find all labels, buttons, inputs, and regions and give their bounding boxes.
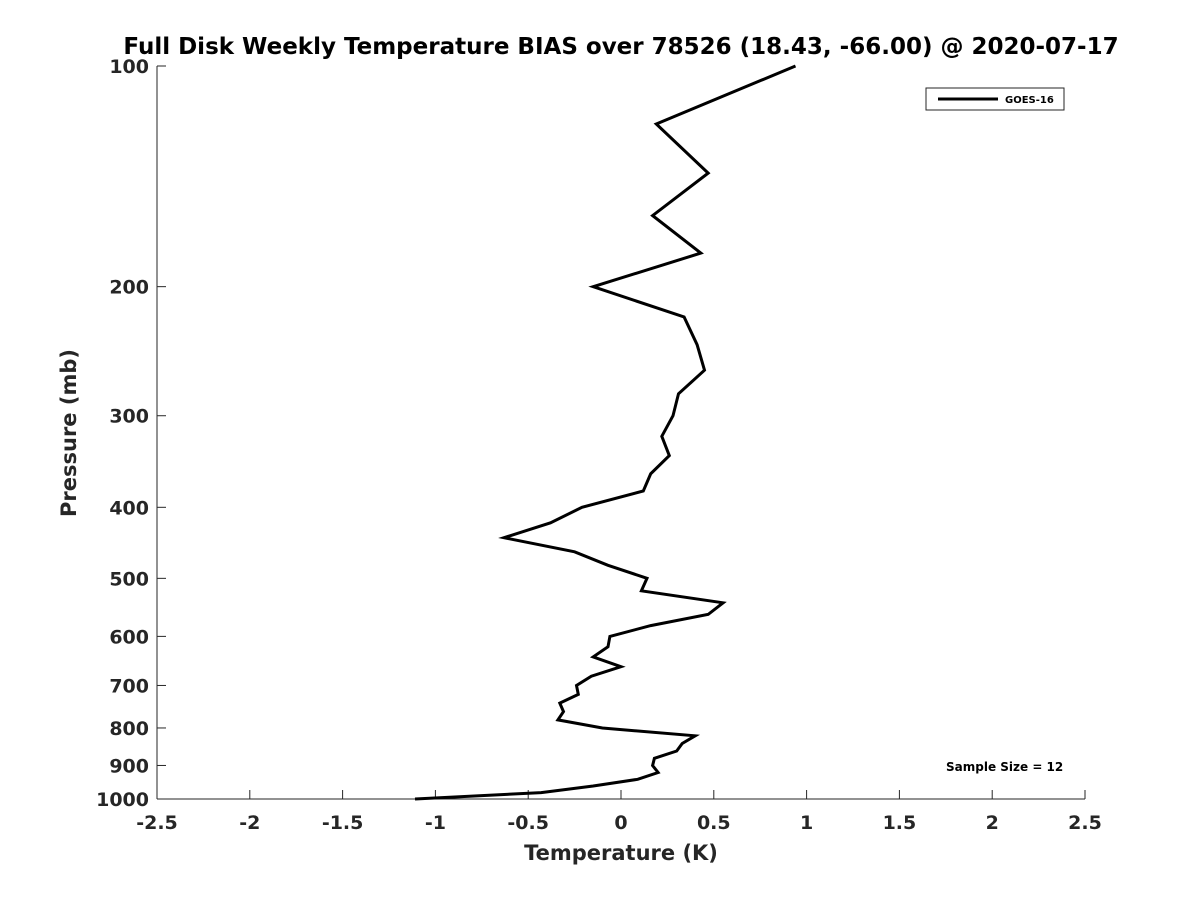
x-tick-label: -1.5 — [322, 812, 364, 834]
y-tick-label: 600 — [109, 626, 149, 648]
y-tick-label: 500 — [109, 568, 149, 590]
x-tick-label: 1.5 — [883, 812, 917, 834]
x-tick-label: 2 — [986, 812, 999, 834]
sample-size-annotation: Sample Size = 12 — [946, 760, 1063, 774]
x-axis-label: Temperature (K) — [524, 841, 718, 865]
x-ticks: -2.5 -2 -1.5 -1 -0.5 0 0.5 1 1.5 2 2.5 — [136, 790, 1102, 834]
legend: GOES-16 — [925, 87, 1065, 111]
y-tick-label: 200 — [109, 277, 149, 299]
y-tick-label: 800 — [109, 718, 149, 740]
legend-label-goes-16: GOES-16 — [1005, 95, 1054, 106]
y-tick-label: 1000 — [96, 789, 149, 811]
series-line-goes-16 — [414, 64, 797, 801]
x-tick-label: -0.5 — [507, 812, 549, 834]
y-tick-label: 300 — [109, 406, 149, 428]
series-layer — [414, 64, 797, 801]
y-axis-label: Pressure (mb) — [57, 349, 81, 517]
plot-area: -2.5 -2 -1.5 -1 -0.5 0 0.5 1 1.5 2 2.5 100 200 300 40… — [96, 56, 1102, 834]
x-tick-label: -2.5 — [136, 812, 178, 834]
x-tick-label: 0 — [614, 812, 627, 834]
x-tick-label: 2.5 — [1068, 812, 1102, 834]
y-tick-label: 100 — [109, 56, 149, 78]
x-tick-label: 1 — [800, 812, 813, 834]
x-tick-label: -2 — [239, 812, 260, 834]
y-tick-label: 700 — [109, 675, 149, 697]
y-tick-label: 900 — [109, 755, 149, 777]
y-ticks: 100 200 300 400 500 600 700 800 900 1000 — [96, 56, 166, 811]
chart-title: Full Disk Weekly Temperature BIAS over 7… — [123, 34, 1118, 60]
y-tick-label: 400 — [109, 497, 149, 519]
x-tick-label: -1 — [425, 812, 446, 834]
x-tick-label: 0.5 — [697, 812, 731, 834]
